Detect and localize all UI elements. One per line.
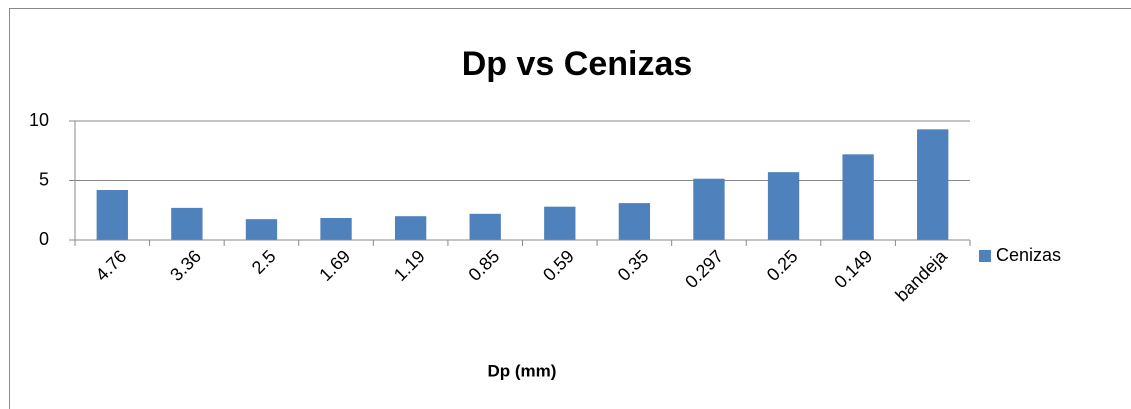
bar [96, 190, 128, 240]
bar [320, 217, 352, 240]
bar [544, 206, 576, 240]
bar [842, 154, 874, 240]
bar [693, 178, 725, 240]
legend-swatch [979, 250, 991, 262]
legend-label: Cenizas [996, 245, 1061, 265]
bar [917, 129, 949, 240]
bar [245, 219, 278, 240]
bar [767, 172, 800, 240]
y-tick-label: 10 [29, 110, 49, 130]
y-tick-label: 5 [39, 169, 49, 189]
bar [394, 216, 427, 240]
bar [469, 213, 501, 240]
chart-title: Dp vs Cenizas [462, 45, 693, 83]
y-tick-label: 0 [39, 229, 49, 249]
bar [618, 203, 651, 240]
bar [171, 207, 203, 240]
x-axis-label: Dp (mm) [488, 361, 557, 380]
